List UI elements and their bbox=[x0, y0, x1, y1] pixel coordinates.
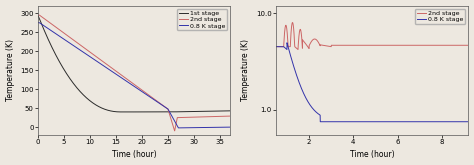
0.8 K stage bbox=[273, 46, 279, 48]
1st stage bbox=[118, 111, 124, 113]
2nd stage bbox=[308, 41, 314, 43]
0.8 K stage bbox=[109, 70, 114, 72]
0.8 K stage bbox=[150, 98, 156, 100]
1st stage bbox=[70, 82, 75, 83]
0.8 K stage bbox=[346, 121, 352, 123]
0.8 K stage bbox=[228, 126, 233, 128]
2nd stage bbox=[346, 44, 352, 46]
2nd stage bbox=[295, 49, 301, 50]
0.8 K stage bbox=[284, 42, 290, 44]
0.8 K stage bbox=[70, 44, 75, 46]
Line: 0.8 K stage: 0.8 K stage bbox=[276, 43, 468, 122]
2nd stage bbox=[417, 44, 422, 46]
0.8 K stage bbox=[175, 127, 181, 129]
2nd stage bbox=[179, 116, 184, 118]
2nd stage bbox=[160, 104, 166, 106]
0.8 K stage bbox=[417, 121, 422, 123]
0.8 K stage bbox=[308, 105, 314, 107]
Line: 0.8 K stage: 0.8 K stage bbox=[38, 23, 230, 128]
Line: 2nd stage: 2nd stage bbox=[38, 15, 230, 131]
Line: 1st stage: 1st stage bbox=[38, 15, 230, 112]
0.8 K stage bbox=[179, 127, 184, 129]
Legend: 2nd stage, 0.8 K stage: 2nd stage, 0.8 K stage bbox=[415, 9, 465, 24]
2nd stage bbox=[35, 14, 41, 16]
2nd stage bbox=[109, 67, 114, 69]
2nd stage bbox=[228, 115, 233, 117]
Line: 2nd stage: 2nd stage bbox=[276, 23, 468, 50]
2nd stage bbox=[465, 44, 471, 46]
2nd stage bbox=[273, 46, 279, 48]
2nd stage bbox=[172, 130, 177, 132]
2nd stage bbox=[70, 38, 75, 40]
1st stage bbox=[228, 110, 233, 112]
X-axis label: Time (hour): Time (hour) bbox=[112, 150, 156, 159]
2nd stage bbox=[431, 44, 437, 46]
2nd stage bbox=[290, 22, 295, 24]
1st stage bbox=[109, 110, 114, 112]
2nd stage bbox=[193, 116, 199, 118]
0.8 K stage bbox=[318, 121, 323, 123]
0.8 K stage bbox=[160, 105, 166, 107]
0.8 K stage bbox=[193, 127, 199, 129]
1st stage bbox=[179, 111, 184, 113]
Y-axis label: Temperature (K): Temperature (K) bbox=[6, 39, 15, 101]
1st stage bbox=[35, 14, 41, 16]
0.8 K stage bbox=[465, 121, 471, 123]
1st stage bbox=[160, 111, 166, 113]
0.8 K stage bbox=[398, 121, 404, 123]
0.8 K stage bbox=[389, 121, 394, 123]
Y-axis label: Temperature (K): Temperature (K) bbox=[241, 39, 250, 101]
2nd stage bbox=[398, 44, 404, 46]
0.8 K stage bbox=[431, 121, 437, 123]
2nd stage bbox=[389, 44, 394, 46]
2nd stage bbox=[150, 97, 156, 99]
1st stage bbox=[193, 111, 199, 113]
0.8 K stage bbox=[35, 22, 41, 24]
1st stage bbox=[150, 111, 156, 113]
Legend: 1st stage, 2nd stage, 0.8 K stage: 1st stage, 2nd stage, 0.8 K stage bbox=[177, 9, 227, 30]
X-axis label: Time (hour): Time (hour) bbox=[350, 150, 394, 159]
